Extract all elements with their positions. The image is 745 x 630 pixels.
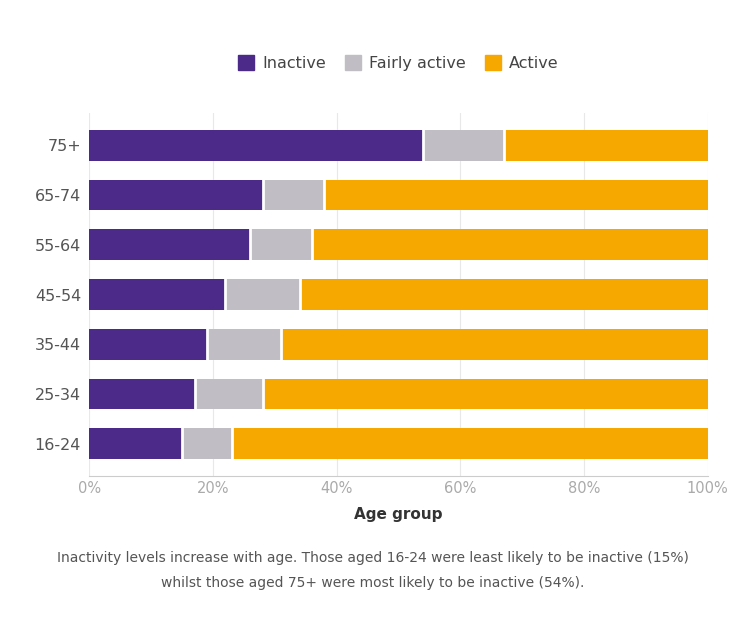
Bar xyxy=(504,130,708,161)
Bar xyxy=(250,229,312,260)
Bar xyxy=(89,379,194,410)
Bar xyxy=(299,279,708,310)
Bar xyxy=(262,180,324,210)
Bar xyxy=(232,428,708,459)
Bar xyxy=(89,279,226,310)
Text: Age groups and obesity: Age groups and obesity xyxy=(187,27,558,55)
Bar xyxy=(423,130,504,161)
Bar xyxy=(312,229,708,260)
Bar xyxy=(281,329,708,360)
Bar xyxy=(182,428,232,459)
Bar xyxy=(324,180,708,210)
Bar xyxy=(194,379,262,410)
Bar xyxy=(89,229,250,260)
Bar xyxy=(89,329,207,360)
Bar xyxy=(262,379,708,410)
Text: whilst those aged 75+ were most likely to be inactive (54%).: whilst those aged 75+ were most likely t… xyxy=(161,576,584,590)
Bar xyxy=(226,279,299,310)
Text: Inactivity levels increase with age. Those aged 16-24 were least likely to be in: Inactivity levels increase with age. Tho… xyxy=(57,551,688,564)
Bar xyxy=(89,428,182,459)
Bar xyxy=(89,180,262,210)
Legend: Inactive, Fairly active, Active: Inactive, Fairly active, Active xyxy=(232,49,565,77)
X-axis label: Age group: Age group xyxy=(355,507,443,522)
Bar xyxy=(207,329,281,360)
Bar xyxy=(89,130,423,161)
